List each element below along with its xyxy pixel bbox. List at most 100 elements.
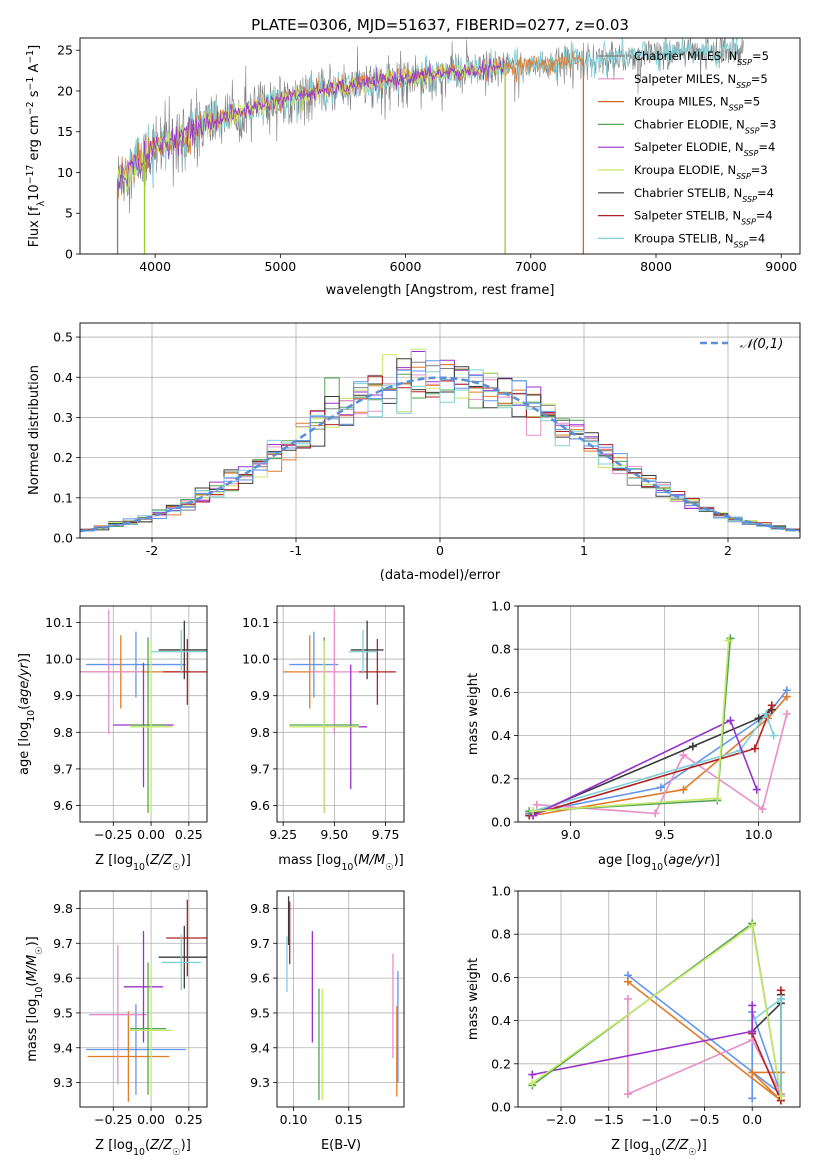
weight-series-line [532, 696, 788, 817]
y-tick-label: 9.8 [250, 901, 270, 916]
y-tick-label: 9.6 [53, 798, 73, 813]
y-axis-label: age [log10(age/yr)] [17, 653, 37, 775]
y-tick-label: 0.4 [491, 728, 511, 743]
x-tick-label: −1.0 [641, 1112, 671, 1127]
y-axis-label: Flux [fλ10−17 erg cm−2 s−1 A−1] [25, 45, 47, 247]
weight-series-line [532, 712, 775, 812]
axes-frame: 9.25 9.50 9.75 9.6 9.7 9.8 9.9 10.0 10.1 [242, 615, 399, 842]
weight-marker [532, 800, 541, 809]
errorbar-point [129, 962, 167, 1095]
x-tick-label: 0.25 [175, 827, 203, 842]
legend: Chabrier MILES, NSSP=5 Salpeter MILES, NS… [598, 49, 776, 249]
plot-area [283, 609, 396, 813]
axes-border [79, 37, 801, 255]
x-axis-label: Z [log10(Z/Z☉)] [95, 853, 191, 873]
weight-marker [758, 805, 767, 814]
legend-label: Chabrier MILES, NSSP=5 [634, 49, 769, 67]
y-tick-label: 25 [57, 43, 73, 58]
y-tick-label: 9.6 [250, 798, 270, 813]
y-tick-label: 9.5 [53, 1005, 73, 1020]
spectrum-model-line [117, 60, 505, 193]
y-tick-label: 1.0 [491, 884, 511, 899]
weight-marker [762, 710, 771, 718]
errorbar-point [80, 609, 142, 735]
weight-marker [748, 1001, 757, 1010]
x-tick-label: 9.0 [561, 827, 581, 842]
x-tick-label: 9000 [765, 259, 797, 274]
y-tick-label: 10.1 [242, 615, 270, 630]
axes-frame: −2.0 −1.5 −1.0 −0.5 0.0 0.0 0.2 0.4 0.6 0.8 1.0 [491, 884, 762, 1128]
weight-marker [724, 636, 733, 645]
y-tick-label: 0.0 [53, 531, 73, 546]
spectrum-model-line [117, 58, 505, 191]
y-axis-label: mass weight [466, 673, 481, 755]
legend-label: Salpeter MILES, NSSP=5 [634, 72, 768, 90]
figure-title: PLATE=0306, MJD=51637, FIBERID=0277, z=0… [251, 16, 629, 34]
errorbar-point [161, 934, 201, 991]
y-tick-label: 9.7 [250, 936, 270, 951]
y-tick-label: 9.6 [53, 971, 73, 986]
x-axis-label: Z [log10(Z/Z☉)] [611, 1138, 707, 1158]
x-tick-label: 2 [724, 543, 732, 558]
y-tick-label: 9.8 [53, 901, 73, 916]
weight-marker [752, 785, 761, 794]
weight-marker [776, 986, 785, 995]
errorbar-point [86, 631, 186, 698]
x-tick-label: 8000 [640, 259, 672, 274]
x-tick-label: 0.0 [742, 1112, 762, 1127]
y-axis-label: mass [log10(M/M☉)] [25, 936, 45, 1062]
x-tick-label: −1.5 [594, 1112, 624, 1127]
errorbar-point [166, 899, 207, 977]
panel-age_vs_mass: 9.25 9.50 9.75 9.6 9.7 9.8 9.9 10.0 10.1 mass [lo… [242, 605, 405, 873]
y-tick-label: 10.0 [242, 652, 270, 667]
axes-border [79, 322, 801, 539]
weight-marker [754, 714, 763, 723]
x-tick-label: 1 [580, 543, 588, 558]
axes-frame: 9.0 9.5 10.0 0.0 0.2 0.4 0.6 0.8 1.0 [491, 599, 772, 843]
y-tick-label: 0.6 [491, 685, 511, 700]
y-tick-label: 9.7 [53, 936, 73, 951]
axes-border [79, 890, 208, 1108]
y-tick-label: 1.0 [491, 599, 511, 614]
weight-marker [748, 1068, 757, 1077]
y-tick-label: 9.3 [250, 1075, 270, 1090]
legend-label: Kroupa ELODIE, NSSP=3 [634, 163, 768, 181]
axes-frame: -2 -1 0 1 2 0.0 0.1 0.2 0.3 0.4 0.5 [53, 330, 732, 558]
y-tick-label: 9.8 [53, 725, 73, 740]
x-tick-label: −0.5 [689, 1112, 719, 1127]
errorbar-point [158, 620, 207, 680]
weight-marker [529, 807, 538, 816]
errorbar-point [348, 629, 378, 674]
weight-marker [713, 794, 722, 803]
weight-marker [656, 783, 665, 792]
y-tick-label: 0.5 [53, 330, 73, 345]
x-axis-label: mass [log10(M/M☉)] [278, 853, 404, 873]
y-tick-label: 15 [57, 124, 73, 139]
axes-frame: −0.25 0.00 0.25 9.6 9.7 9.8 9.9 10.0 10.1 [45, 615, 203, 842]
y-tick-label: 0.2 [491, 771, 511, 786]
x-tick-label: 0.25 [175, 1112, 203, 1127]
y-tick-label: 0 [65, 247, 73, 262]
axes-frame: 4000 5000 6000 7000 8000 9000 0 5 10 15 20 25 [57, 43, 797, 274]
weight-marker [679, 785, 688, 794]
errorbar-point [129, 637, 167, 813]
y-tick-label: 0.3 [53, 410, 73, 425]
y-tick-label: 0.6 [491, 970, 511, 985]
axes-border [79, 605, 208, 823]
panel-residuals: -2 -1 0 1 2 0.0 0.1 0.2 0.3 0.4 0.5 𝒩(0,1) (data-mod… [27, 322, 801, 583]
weight-marker [776, 1092, 785, 1101]
y-tick-label: 9.6 [250, 971, 270, 986]
weight-marker [528, 1079, 537, 1088]
plot-area [528, 919, 785, 1105]
axes-border [276, 890, 405, 1108]
legend-label: Chabrier STELIB, NSSP=4 [634, 186, 774, 204]
legend: 𝒩(0,1) [700, 337, 783, 352]
grid [277, 606, 404, 822]
x-axis-label: age [log10(age/yr)] [598, 853, 720, 873]
weight-marker [776, 995, 785, 1003]
weight-marker [651, 809, 660, 818]
y-tick-label: 0.2 [491, 1056, 511, 1071]
y-tick-label: 0.4 [491, 1013, 511, 1028]
axes-border [517, 890, 801, 1108]
y-tick-label: 10.0 [45, 652, 73, 667]
